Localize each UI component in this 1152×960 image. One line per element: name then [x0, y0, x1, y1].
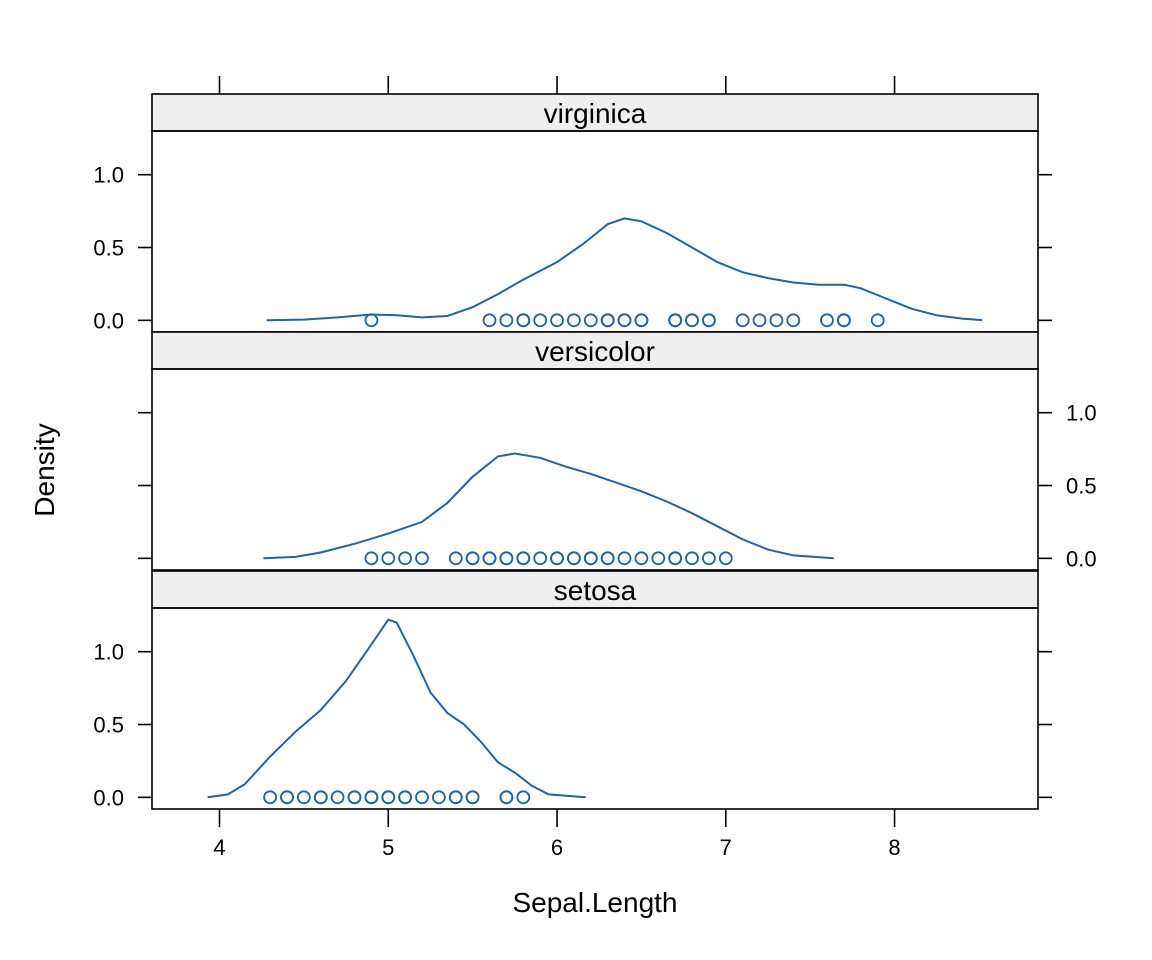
data-point — [567, 551, 581, 566]
data-point — [398, 551, 413, 566]
data-point — [516, 313, 531, 328]
data-point — [280, 790, 294, 805]
panel-setosa: setosa — [151, 570, 1039, 810]
data-point — [313, 790, 328, 805]
data-point — [617, 551, 632, 566]
data-point — [668, 313, 683, 328]
strip-label-setosa: setosa — [554, 575, 637, 606]
data-point — [786, 313, 801, 328]
data-point — [448, 551, 463, 566]
data-point — [634, 313, 649, 328]
data-point — [296, 790, 311, 805]
strip-versicolor — [151, 331, 1039, 370]
panels-layer: virginica versicolor setosa — [151, 93, 1039, 810]
data-point — [600, 551, 615, 566]
panel-frame-virginica — [151, 130, 1039, 333]
data-point — [702, 551, 716, 566]
data-point — [583, 551, 598, 566]
panel-versicolor: versicolor — [151, 331, 1039, 571]
data-point — [634, 551, 649, 566]
y-axis-label: Density — [29, 423, 60, 516]
data-point — [499, 313, 514, 328]
data-point — [550, 313, 564, 328]
y-tick-label: 0.0 — [93, 785, 124, 810]
data-point — [752, 313, 767, 328]
data-point — [735, 313, 750, 328]
panel-virginica: virginica — [151, 93, 1039, 333]
data-point — [381, 790, 396, 805]
data-point — [567, 313, 581, 328]
data-point — [685, 551, 699, 566]
data-point — [431, 790, 446, 805]
data-point — [837, 313, 851, 328]
panel-frame-versicolor — [151, 368, 1039, 571]
y-tick-label: 1.0 — [93, 640, 124, 665]
data-point — [583, 313, 598, 328]
data-point — [482, 313, 497, 328]
ticks-layer: 0.0 0.5 1.0 0.0 0.5 1.0 0.0 0.5 1.0 4 5 6 7 8 — [93, 76, 1097, 860]
data-point — [617, 313, 632, 328]
y-tick-label: 0.0 — [1066, 546, 1097, 571]
data-point — [415, 551, 429, 566]
data-point — [516, 790, 531, 805]
points-versicolor — [364, 551, 733, 566]
x-tick-label: 4 — [213, 835, 225, 860]
points-setosa — [263, 790, 531, 805]
data-point — [364, 313, 379, 328]
y-tick-label: 0.5 — [1066, 474, 1097, 499]
panel-frame-setosa — [151, 607, 1039, 810]
data-point — [533, 313, 548, 328]
data-point — [347, 790, 362, 805]
data-point — [533, 551, 548, 566]
data-point — [600, 313, 615, 328]
data-point — [465, 551, 480, 566]
data-point — [870, 313, 885, 328]
strip-virginica — [151, 93, 1039, 132]
points-virginica — [364, 313, 885, 328]
data-point — [685, 313, 699, 328]
x-tick-label: 6 — [551, 835, 563, 860]
density-curve-setosa — [207, 618, 586, 799]
data-point — [448, 790, 463, 805]
data-point — [398, 790, 413, 805]
data-point — [718, 551, 733, 566]
data-point — [364, 551, 379, 566]
data-point — [702, 313, 716, 328]
x-axis-label: Sepal.Length — [512, 887, 677, 918]
data-point — [668, 551, 683, 566]
data-point — [465, 790, 480, 805]
data-point — [330, 790, 345, 805]
data-point — [499, 551, 514, 566]
data-point — [651, 551, 666, 566]
data-point — [769, 313, 784, 328]
density-curve-virginica — [266, 217, 983, 322]
y-tick-label: 0.0 — [93, 308, 124, 333]
strip-label-versicolor: versicolor — [535, 336, 655, 367]
data-point — [482, 551, 497, 566]
data-point — [516, 551, 531, 566]
density-curve-versicolor — [263, 452, 834, 560]
x-tick-label: 5 — [382, 835, 394, 860]
data-point — [364, 790, 379, 805]
strip-setosa — [151, 570, 1039, 609]
x-tick-label: 7 — [720, 835, 732, 860]
data-point — [499, 790, 514, 805]
data-point — [263, 790, 278, 805]
data-point — [381, 551, 396, 566]
y-tick-label: 0.5 — [93, 713, 124, 738]
data-point — [415, 790, 429, 805]
strip-label-virginica: virginica — [544, 98, 647, 129]
y-tick-label: 1.0 — [93, 163, 124, 188]
y-tick-label: 0.5 — [93, 236, 124, 261]
data-point — [550, 551, 564, 566]
y-tick-label: 1.0 — [1066, 401, 1097, 426]
data-point — [820, 313, 834, 328]
x-tick-label: 8 — [888, 835, 900, 860]
